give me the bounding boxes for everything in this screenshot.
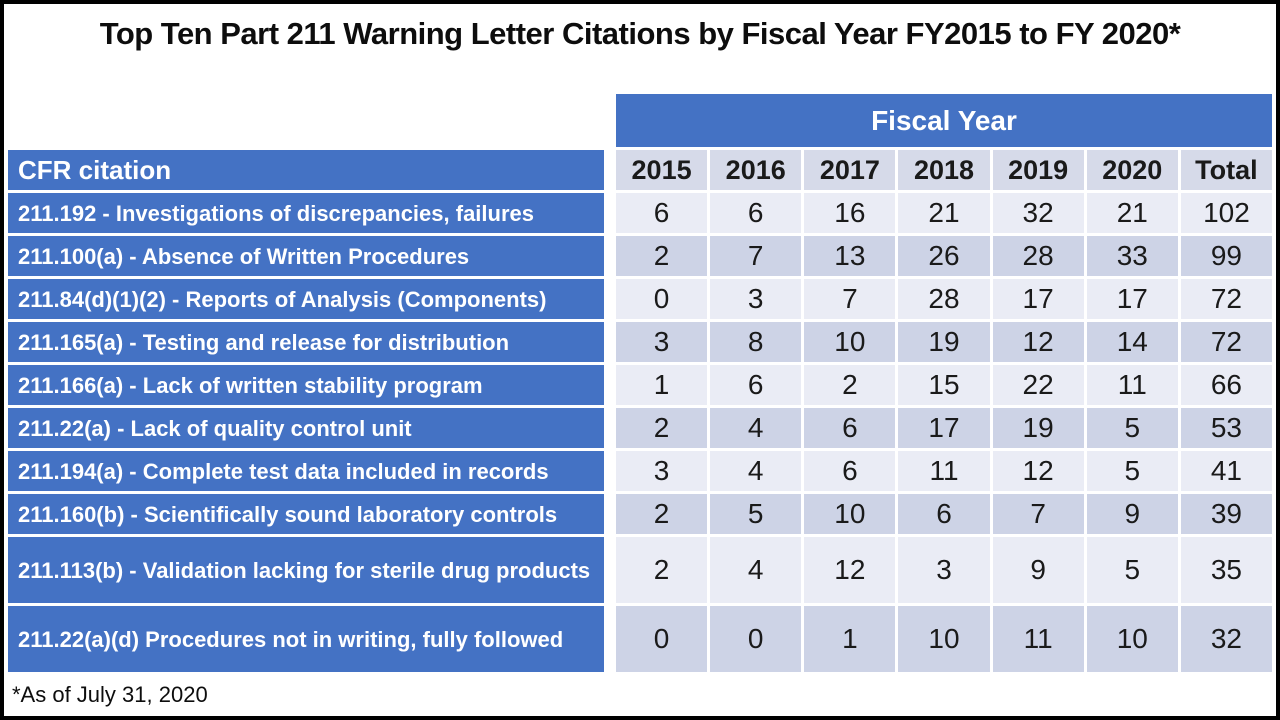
value-cell: 4 bbox=[710, 451, 802, 491]
value-cell: 10 bbox=[898, 606, 990, 672]
value-cell: 7 bbox=[710, 236, 802, 276]
value-cell: 5 bbox=[710, 494, 802, 534]
value-cell: 12 bbox=[992, 322, 1084, 362]
citation-cell: 211.166(a) - Lack of written stability p… bbox=[8, 365, 604, 405]
citation-cell: 211.160(b) - Scientifically sound labora… bbox=[8, 494, 604, 534]
value-cell: 28 bbox=[898, 279, 990, 319]
citations-table: Fiscal Year CFR citation 2015 2016 2017 201… bbox=[8, 94, 1272, 672]
value-cell: 11 bbox=[992, 606, 1084, 672]
value-cell: 1 bbox=[616, 365, 708, 405]
value-cell: 26 bbox=[898, 236, 990, 276]
year-column-header: 2015 bbox=[616, 150, 708, 190]
value-cell: 9 bbox=[992, 537, 1084, 603]
value-cell: 3 bbox=[710, 279, 802, 319]
value-cell: 2 bbox=[616, 494, 708, 534]
fiscal-year-header: Fiscal Year bbox=[616, 94, 1272, 147]
value-cell: 8 bbox=[710, 322, 802, 362]
value-cell: 39 bbox=[1180, 494, 1272, 534]
value-cell: 2 bbox=[616, 236, 708, 276]
value-cell: 32 bbox=[1180, 606, 1272, 672]
value-cell: 6 bbox=[710, 365, 802, 405]
citation-cell: 211.22(a) - Lack of quality control unit bbox=[8, 408, 604, 448]
value-cell: 4 bbox=[710, 537, 802, 603]
value-cell: 2 bbox=[804, 365, 896, 405]
value-cell: 3 bbox=[616, 451, 708, 491]
value-cell: 41 bbox=[1180, 451, 1272, 491]
value-cell: 10 bbox=[1086, 606, 1178, 672]
page-title: Top Ten Part 211 Warning Letter Citation… bbox=[99, 16, 1181, 51]
citation-cell: 211.84(d)(1)(2) - Reports of Analysis (C… bbox=[8, 279, 604, 319]
value-cell: 28 bbox=[992, 236, 1084, 276]
value-cell: 16 bbox=[804, 193, 896, 233]
value-cell: 17 bbox=[1086, 279, 1178, 319]
value-cell: 11 bbox=[898, 451, 990, 491]
value-cell: 5 bbox=[1086, 537, 1178, 603]
value-cell: 6 bbox=[804, 451, 896, 491]
value-cell: 12 bbox=[804, 537, 896, 603]
citation-cell: 211.100(a) - Absence of Written Procedur… bbox=[8, 236, 604, 276]
value-cell: 14 bbox=[1086, 322, 1178, 362]
footnote: *As of July 31, 2020 bbox=[12, 682, 208, 707]
value-cell: 11 bbox=[1086, 365, 1178, 405]
value-cell: 10 bbox=[804, 322, 896, 362]
value-cell: 0 bbox=[616, 606, 708, 672]
value-cell: 32 bbox=[992, 193, 1084, 233]
value-cell: 19 bbox=[992, 408, 1084, 448]
value-cell: 12 bbox=[992, 451, 1084, 491]
value-cell: 6 bbox=[898, 494, 990, 534]
value-cell: 33 bbox=[1086, 236, 1178, 276]
value-cell: 6 bbox=[804, 408, 896, 448]
value-cell: 5 bbox=[1086, 408, 1178, 448]
citation-cell: 211.165(a) - Testing and release for dis… bbox=[8, 322, 604, 362]
value-cell: 19 bbox=[898, 322, 990, 362]
value-cell: 22 bbox=[992, 365, 1084, 405]
value-cell: 4 bbox=[710, 408, 802, 448]
value-cell: 7 bbox=[804, 279, 896, 319]
year-column-header: 2020 bbox=[1086, 150, 1178, 190]
value-cell: 35 bbox=[1180, 537, 1272, 603]
value-cell: 7 bbox=[992, 494, 1084, 534]
value-cell: 72 bbox=[1180, 279, 1272, 319]
value-cell: 6 bbox=[616, 193, 708, 233]
value-cell: 21 bbox=[898, 193, 990, 233]
year-column-header: 2018 bbox=[898, 150, 990, 190]
value-cell: 13 bbox=[804, 236, 896, 276]
value-cell: 53 bbox=[1180, 408, 1272, 448]
value-cell: 5 bbox=[1086, 451, 1178, 491]
value-cell: 21 bbox=[1086, 193, 1178, 233]
value-cell: 10 bbox=[804, 494, 896, 534]
year-column-header: 2016 bbox=[710, 150, 802, 190]
value-cell: 66 bbox=[1180, 365, 1272, 405]
value-cell: 0 bbox=[616, 279, 708, 319]
value-cell: 99 bbox=[1180, 236, 1272, 276]
year-column-header: 2017 bbox=[804, 150, 896, 190]
year-column-header: Total bbox=[1180, 150, 1272, 190]
value-cell: 0 bbox=[710, 606, 802, 672]
value-cell: 3 bbox=[898, 537, 990, 603]
value-cell: 17 bbox=[992, 279, 1084, 319]
value-cell: 15 bbox=[898, 365, 990, 405]
citation-cell: 211.192 - Investigations of discrepancie… bbox=[8, 193, 604, 233]
value-cell: 102 bbox=[1180, 193, 1272, 233]
citation-cell: 211.194(a) - Complete test data included… bbox=[8, 451, 604, 491]
citation-cell: 211.113(b) - Validation lacking for ster… bbox=[8, 537, 604, 603]
value-cell: 72 bbox=[1180, 322, 1272, 362]
citation-cell: 211.22(a)(d) Procedures not in writing, … bbox=[8, 606, 604, 672]
value-cell: 9 bbox=[1086, 494, 1178, 534]
year-column-header: 2019 bbox=[992, 150, 1084, 190]
value-cell: 6 bbox=[710, 193, 802, 233]
value-cell: 1 bbox=[804, 606, 896, 672]
value-cell: 3 bbox=[616, 322, 708, 362]
cfr-citation-column-header: CFR citation bbox=[8, 150, 604, 190]
value-cell: 2 bbox=[616, 537, 708, 603]
value-cell: 2 bbox=[616, 408, 708, 448]
value-cell: 17 bbox=[898, 408, 990, 448]
